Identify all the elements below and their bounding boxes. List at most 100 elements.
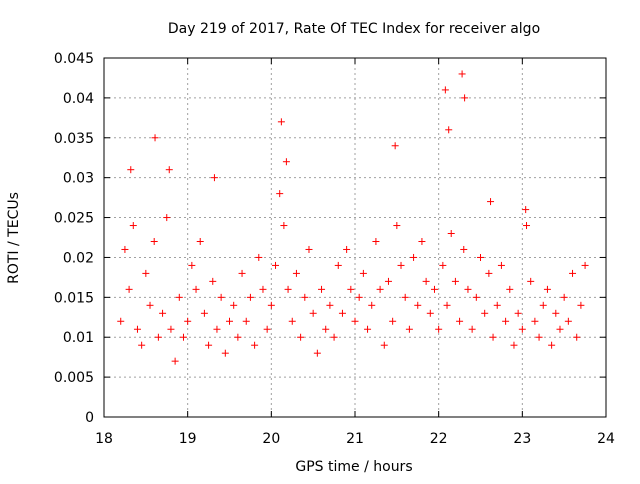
- data-point: [209, 277, 217, 285]
- data-point: [309, 309, 317, 317]
- data-point: [581, 261, 589, 269]
- data-point: [159, 309, 167, 317]
- data-point: [322, 325, 330, 333]
- data-point: [376, 285, 384, 293]
- data-point: [384, 277, 392, 285]
- data-point: [514, 309, 522, 317]
- data-point: [188, 261, 196, 269]
- data-point: [569, 269, 577, 277]
- data-point: [171, 357, 179, 365]
- data-point: [556, 325, 564, 333]
- data-point: [573, 333, 581, 341]
- x-tick-label: 23: [513, 431, 531, 447]
- data-point: [343, 245, 351, 253]
- data-point: [330, 333, 338, 341]
- y-axis-label: ROTI / TECUs: [6, 192, 22, 284]
- data-point: [430, 285, 438, 293]
- data-point: [502, 317, 510, 325]
- data-point: [451, 277, 459, 285]
- data-point: [133, 325, 141, 333]
- data-point: [380, 341, 388, 349]
- x-tick-label: 21: [346, 431, 364, 447]
- data-point: [230, 301, 238, 309]
- data-point: [445, 126, 453, 134]
- data-point: [217, 293, 225, 301]
- data-point: [489, 333, 497, 341]
- data-point: [288, 317, 296, 325]
- data-point: [359, 269, 367, 277]
- data-point: [255, 253, 263, 261]
- data-point: [510, 341, 518, 349]
- data-point: [577, 301, 585, 309]
- data-point: [246, 293, 254, 301]
- data-point: [196, 237, 204, 245]
- data-point: [179, 333, 187, 341]
- data-point: [242, 317, 250, 325]
- data-point: [272, 261, 280, 269]
- y-tick-label: 0.015: [54, 290, 94, 306]
- data-point: [150, 237, 158, 245]
- data-point: [461, 94, 469, 102]
- data-point: [121, 245, 129, 253]
- data-point: [200, 309, 208, 317]
- data-point: [301, 293, 309, 301]
- data-point: [506, 285, 514, 293]
- y-tick-label: 0.04: [63, 91, 94, 107]
- data-point: [458, 70, 466, 78]
- data-point: [543, 285, 551, 293]
- data-point: [163, 214, 171, 222]
- y-tick-label: 0.025: [54, 211, 94, 227]
- data-point: [277, 118, 285, 126]
- data-point: [355, 293, 363, 301]
- data-point: [393, 222, 401, 230]
- data-point: [338, 309, 346, 317]
- data-point: [125, 285, 133, 293]
- data-point: [263, 325, 271, 333]
- y-tick-label: 0.035: [54, 131, 94, 147]
- data-point: [405, 325, 413, 333]
- data-point: [477, 253, 484, 261]
- data-point: [276, 190, 284, 198]
- data-point: [334, 261, 342, 269]
- data-point: [351, 317, 359, 325]
- data-point: [234, 333, 242, 341]
- data-point: [238, 269, 246, 277]
- data-point: [292, 269, 300, 277]
- axis-ticks: 0 0.005 0.01 0.015 0.02 0.025 0.03 0.035 0.04 0.0…: [54, 51, 615, 447]
- data-point: [523, 222, 531, 230]
- data-point: [531, 317, 539, 325]
- data-point: [372, 237, 380, 245]
- data-point: [539, 301, 547, 309]
- y-tick-label: 0.01: [63, 330, 94, 346]
- plot-frame: [103, 57, 607, 418]
- data-point: [414, 301, 422, 309]
- data-point: [522, 206, 530, 214]
- x-axis-label: GPS time / hours: [295, 459, 412, 475]
- grid-lines: [104, 58, 606, 417]
- data-point: [213, 325, 221, 333]
- y-tick-label: 0.03: [63, 171, 94, 187]
- data-point: [456, 317, 464, 325]
- data-points: [117, 70, 589, 365]
- data-point: [184, 317, 192, 325]
- x-tick-label: 20: [262, 431, 280, 447]
- data-point: [447, 230, 455, 238]
- data-point: [151, 134, 159, 142]
- data-point: [142, 269, 150, 277]
- data-point: [552, 309, 560, 317]
- data-point: [117, 317, 125, 325]
- data-point: [443, 301, 451, 309]
- data-point: [305, 245, 313, 253]
- data-point: [129, 222, 137, 230]
- y-tick-label: 0.02: [63, 250, 94, 266]
- x-tick-label: 22: [430, 431, 448, 447]
- data-point: [422, 277, 430, 285]
- data-point: [313, 349, 321, 357]
- data-point: [426, 309, 434, 317]
- data-point: [267, 301, 275, 309]
- data-point: [259, 285, 267, 293]
- data-point: [460, 245, 468, 253]
- chart-title: Day 219 of 2017, Rate Of TEC Index for r…: [168, 21, 540, 37]
